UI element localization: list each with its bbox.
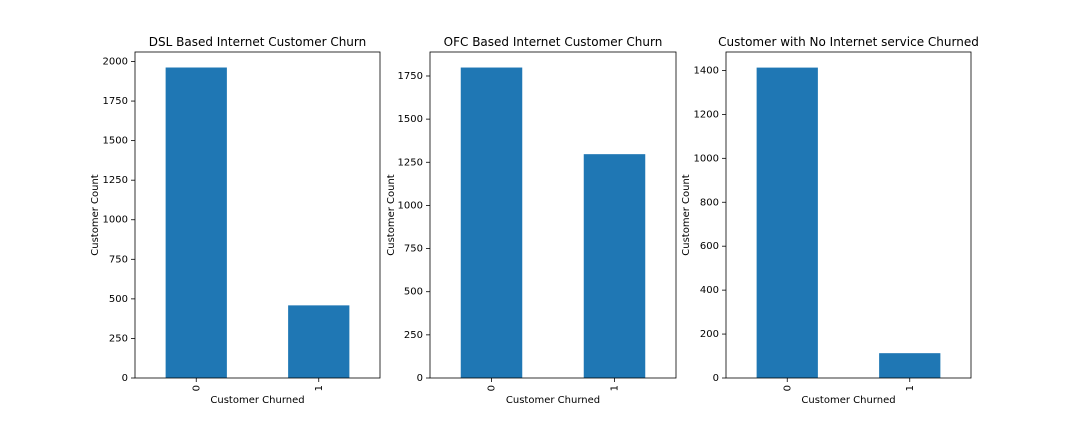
y-tick-label: 750 [109,254,128,265]
bar-0 [756,67,818,378]
y-tick-label: 1500 [103,136,128,147]
y-tick-label: 800 [700,197,719,208]
x-axis-label: Customer Churned [506,395,600,406]
y-tick-label: 250 [404,330,423,341]
y-axis-label: Customer Count [90,174,101,256]
chart-panel-3: Customer with No Internet service Churne… [681,35,979,406]
y-tick-label: 1400 [694,65,719,76]
y-tick-label: 1500 [398,114,423,125]
bar-1 [879,353,941,378]
bar-1 [583,154,646,378]
x-tick-label: 0 [487,385,498,391]
y-axis-label: Customer Count [386,174,397,256]
chart-title: OFC Based Internet Customer Churn [444,35,663,49]
x-tick-label: 0 [191,385,202,391]
chart-panel-1: DSL Based Internet Customer Churn 0 1 0 250 5… [90,35,381,406]
y-tick-label: 1000 [103,215,128,226]
bar-0 [460,67,523,378]
chart-title: Customer with No Internet service Churne… [718,35,979,49]
x-axis-label: Customer Churned [210,395,304,406]
y-tick-label: 0 [122,373,128,384]
y-tick-label: 400 [700,285,719,296]
y-tick-label: 200 [700,329,719,340]
y-tick-label: 1000 [398,200,423,211]
plot-frame [134,51,381,379]
y-tick-label: 250 [109,333,128,344]
y-tick-label: 1250 [103,175,128,186]
plot-frame [429,51,677,379]
y-tick-label: 750 [404,244,423,255]
plot-frame [725,51,972,379]
y-tick-label: 500 [109,294,128,305]
y-tick-label: 0 [713,373,719,384]
x-tick-label: 1 [905,385,916,391]
y-tick-label: 2000 [103,56,128,67]
chart-panel-2: OFC Based Internet Customer Churn 0 1 0 250 5… [386,35,677,406]
bar-1 [288,305,350,378]
y-tick-label: 0 [417,373,423,384]
y-tick-label: 1750 [398,71,423,82]
y-tick-label: 1750 [103,96,128,107]
y-tick-label: 600 [700,241,719,252]
x-tick-label: 0 [782,385,793,391]
bar-0 [165,67,227,379]
y-tick-label: 1200 [694,109,719,120]
x-tick-label: 1 [610,385,621,391]
x-tick-label: 1 [314,385,325,391]
y-axis-label: Customer Count [681,174,692,256]
chart-title: DSL Based Internet Customer Churn [149,35,367,49]
x-axis-label: Customer Churned [801,395,895,406]
y-tick-label: 500 [404,287,423,298]
y-tick-label: 1000 [694,153,719,164]
y-tick-label: 1250 [398,157,423,168]
